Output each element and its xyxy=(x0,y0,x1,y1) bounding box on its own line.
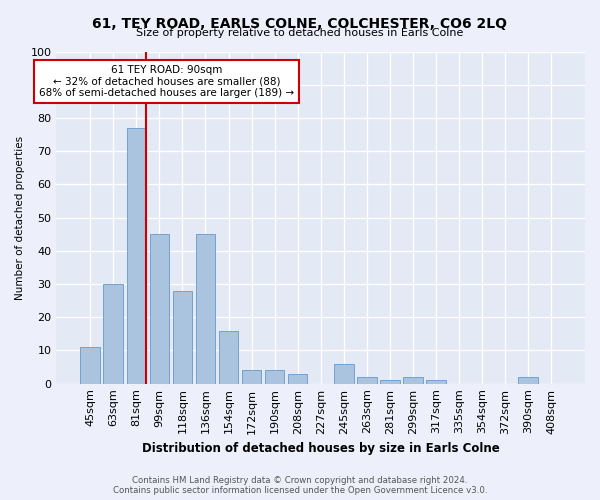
Text: 61, TEY ROAD, EARLS COLNE, COLCHESTER, CO6 2LQ: 61, TEY ROAD, EARLS COLNE, COLCHESTER, C… xyxy=(92,18,508,32)
Bar xyxy=(242,370,262,384)
Text: Contains HM Land Registry data © Crown copyright and database right 2024.
Contai: Contains HM Land Registry data © Crown c… xyxy=(113,476,487,495)
Bar xyxy=(173,290,192,384)
Bar xyxy=(288,374,307,384)
Bar xyxy=(80,347,100,384)
Bar xyxy=(426,380,446,384)
Bar xyxy=(127,128,146,384)
Bar xyxy=(265,370,284,384)
Text: Size of property relative to detached houses in Earls Colne: Size of property relative to detached ho… xyxy=(136,28,464,38)
Bar xyxy=(403,377,422,384)
Bar xyxy=(380,380,400,384)
Bar xyxy=(334,364,353,384)
Text: 61 TEY ROAD: 90sqm
← 32% of detached houses are smaller (88)
68% of semi-detache: 61 TEY ROAD: 90sqm ← 32% of detached hou… xyxy=(39,65,294,98)
Bar xyxy=(103,284,123,384)
Bar xyxy=(518,377,538,384)
Bar xyxy=(149,234,169,384)
Y-axis label: Number of detached properties: Number of detached properties xyxy=(15,136,25,300)
Bar xyxy=(196,234,215,384)
Bar xyxy=(357,377,377,384)
Bar xyxy=(219,330,238,384)
X-axis label: Distribution of detached houses by size in Earls Colne: Distribution of detached houses by size … xyxy=(142,442,500,455)
